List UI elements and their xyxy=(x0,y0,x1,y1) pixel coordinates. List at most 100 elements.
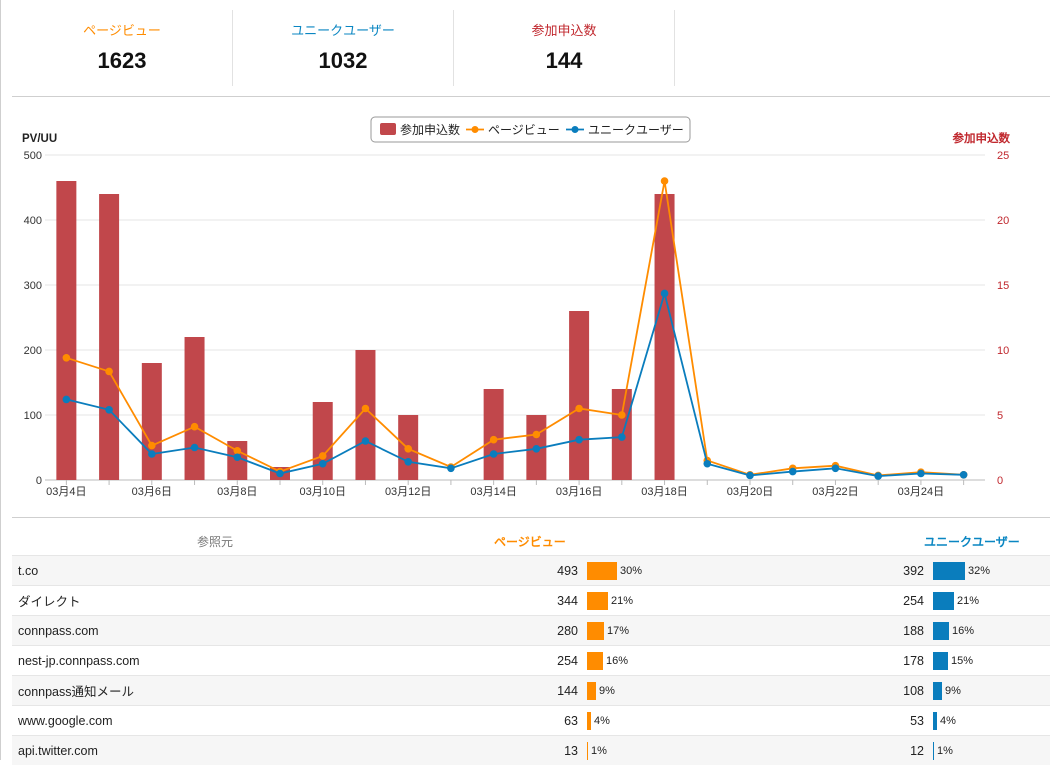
pageview-share-bar xyxy=(587,562,617,580)
unique-user-share-percent: 9% xyxy=(945,685,961,697)
unique-user-count: 392 xyxy=(773,556,924,586)
point-pageviews xyxy=(490,436,498,444)
point-unique-users xyxy=(447,465,455,473)
point-unique-users xyxy=(618,433,626,441)
bar-registrations xyxy=(569,311,589,480)
point-unique-users xyxy=(917,470,925,478)
stat-pageviews-value: 1623 xyxy=(12,48,232,74)
referrer-source: ダイレクト xyxy=(12,586,418,616)
referrer-source: www.google.com xyxy=(12,706,418,736)
unique-user-share-percent: 16% xyxy=(952,625,974,637)
x-tick-label: 03月8日 xyxy=(217,486,257,498)
unique-user-count: 53 xyxy=(773,706,924,736)
point-unique-users xyxy=(191,444,199,452)
x-tick-label: 03月18日 xyxy=(641,486,687,498)
unique-user-share-bar xyxy=(933,742,934,760)
pageview-share-bar xyxy=(587,682,596,700)
unique-user-share: 21% xyxy=(924,586,1050,616)
x-tick-label: 03月14日 xyxy=(470,486,516,498)
point-pageviews xyxy=(63,354,71,362)
line-pageviews xyxy=(66,181,963,475)
pageview-share: 1% xyxy=(578,736,773,765)
header-spacer xyxy=(773,527,924,556)
pageview-share: 16% xyxy=(578,646,773,676)
unique-user-count: 12 xyxy=(773,736,924,765)
unique-user-share-bar xyxy=(933,652,948,670)
x-tick-label: 03月4日 xyxy=(46,486,86,498)
stat-pageviews-label: ページビュー xyxy=(12,20,232,38)
legend-line-marker xyxy=(472,126,479,133)
pageview-share: 30% xyxy=(578,556,773,586)
unique-user-count: 188 xyxy=(773,616,924,646)
point-unique-users xyxy=(575,436,583,444)
pageview-share-percent: 17% xyxy=(607,625,629,637)
bar-registrations xyxy=(56,181,76,480)
unique-user-share-percent: 21% xyxy=(957,595,979,607)
pageview-share-bar xyxy=(587,622,604,640)
unique-user-share: 4% xyxy=(924,706,1050,736)
header-source: 参照元 xyxy=(12,527,418,556)
stat-unique-users-value: 1032 xyxy=(233,48,453,74)
pageview-share: 4% xyxy=(578,706,773,736)
y-right-tick-label: 5 xyxy=(997,410,1003,422)
point-pageviews xyxy=(661,177,669,185)
point-unique-users xyxy=(362,437,370,445)
pageview-share-bar xyxy=(587,652,603,670)
unique-user-share-bar xyxy=(933,682,942,700)
y-axis-title: PV/UU xyxy=(22,133,57,145)
pageview-share: 17% xyxy=(578,616,773,646)
y-tick-label: 300 xyxy=(24,280,42,292)
unique-user-share-bar xyxy=(933,712,937,730)
y-tick-label: 100 xyxy=(24,410,42,422)
point-unique-users xyxy=(789,468,797,476)
point-unique-users xyxy=(661,290,669,298)
point-unique-users xyxy=(533,445,541,453)
unique-user-share-percent: 15% xyxy=(951,655,973,667)
point-unique-users xyxy=(490,450,498,458)
x-tick-label: 03月16日 xyxy=(556,486,602,498)
y-right-tick-label: 25 xyxy=(997,150,1009,162)
x-tick-label: 03月10日 xyxy=(299,486,345,498)
point-unique-users xyxy=(960,471,968,479)
bar-registrations xyxy=(313,402,333,480)
pageview-share-bar xyxy=(587,742,588,760)
point-unique-users xyxy=(105,406,113,414)
legend-label: ユニークユーザー xyxy=(588,123,684,137)
point-unique-users xyxy=(832,465,840,473)
divider-top xyxy=(12,96,1050,97)
referrer-source: t.co xyxy=(12,556,418,586)
unique-user-share: 1% xyxy=(924,736,1050,765)
unique-user-share: 15% xyxy=(924,646,1050,676)
unique-user-share-bar xyxy=(933,562,965,580)
point-unique-users xyxy=(703,460,711,468)
pageview-count: 144 xyxy=(418,676,578,706)
point-unique-users xyxy=(319,460,327,468)
referrer-source: connpass.com xyxy=(12,616,418,646)
point-pageviews xyxy=(618,411,626,419)
unique-user-share-percent: 1% xyxy=(937,745,953,757)
y-tick-label: 0 xyxy=(36,475,42,487)
legend-label: ページビュー xyxy=(488,123,560,137)
x-tick-label: 03月20日 xyxy=(727,486,773,498)
point-pageviews xyxy=(191,423,199,431)
unique-user-count: 108 xyxy=(773,676,924,706)
pageview-share-percent: 21% xyxy=(611,595,633,607)
pageview-count: 344 xyxy=(418,586,578,616)
point-unique-users xyxy=(63,396,71,404)
pageview-share: 9% xyxy=(578,676,773,706)
legend-line-marker xyxy=(572,126,579,133)
stat-registrations-value: 144 xyxy=(454,48,674,74)
x-tick-label: 03月24日 xyxy=(898,486,944,498)
point-unique-users xyxy=(746,472,754,480)
pageview-share-percent: 9% xyxy=(599,685,615,697)
pageview-share-percent: 30% xyxy=(620,565,642,577)
